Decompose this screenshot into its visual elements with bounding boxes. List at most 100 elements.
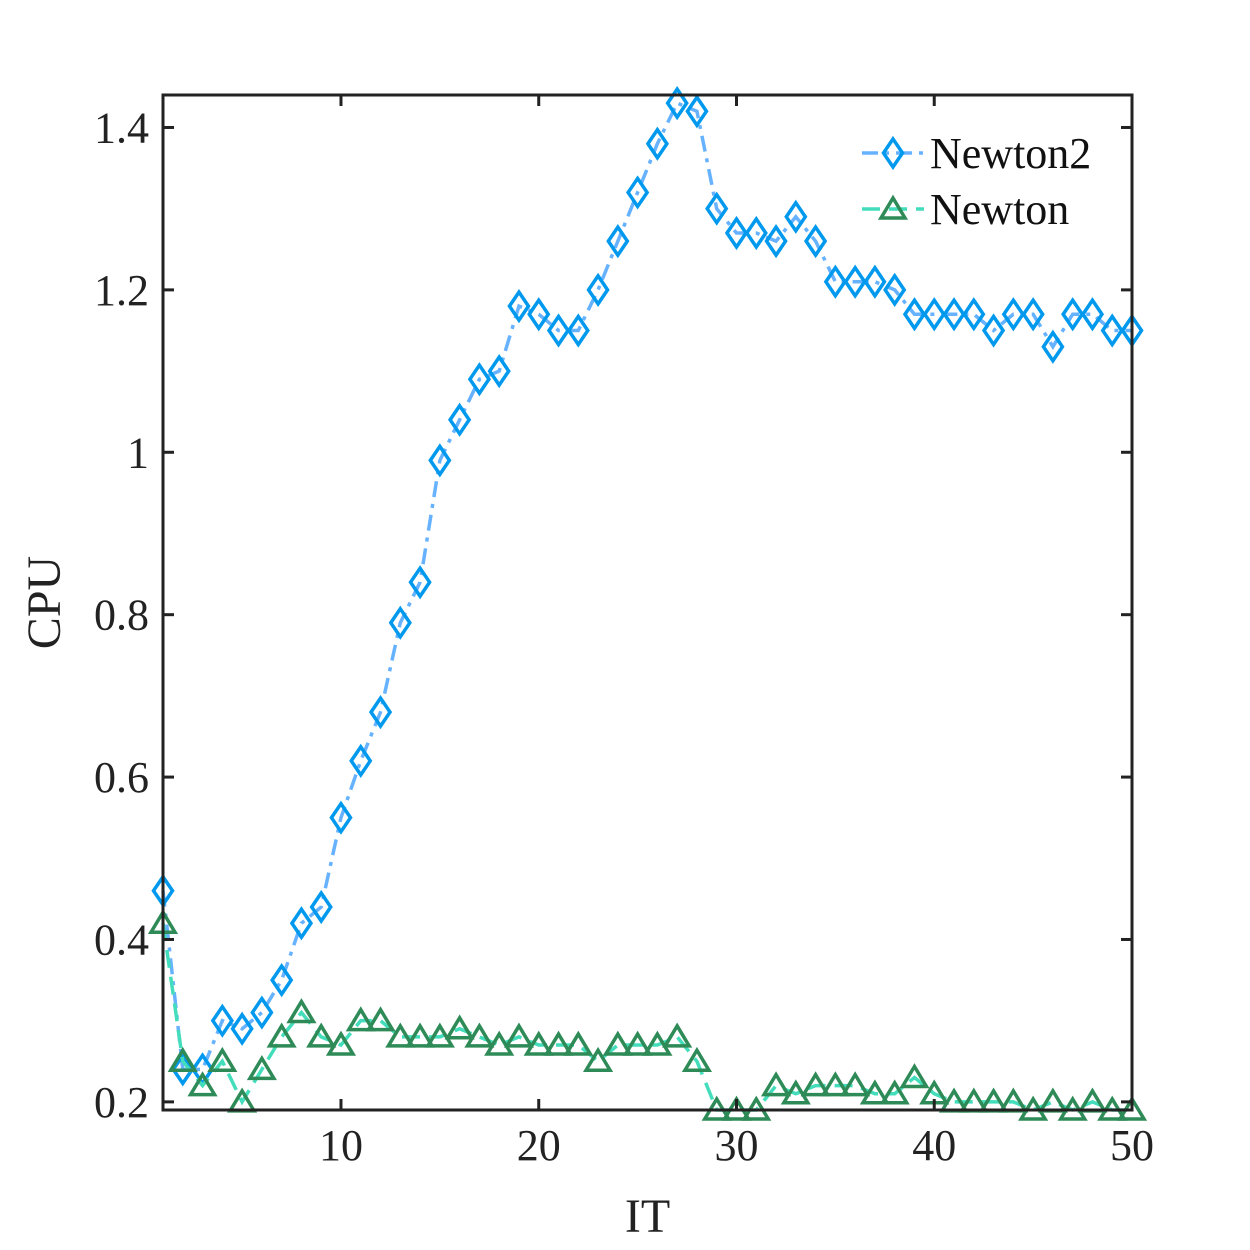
data-point [464, 1022, 495, 1048]
data-point [1100, 313, 1124, 348]
data-point [582, 1046, 614, 1073]
data-point [780, 1079, 811, 1105]
data-point [266, 1022, 297, 1048]
x-tick-label: 40 [912, 1121, 956, 1170]
x-tick-label: 30 [714, 1121, 758, 1170]
legend-entry: Newton [862, 185, 1069, 234]
data-point [981, 313, 1006, 348]
data-point [705, 191, 729, 226]
data-point [1080, 297, 1105, 332]
data-point [942, 297, 966, 332]
data-point [325, 1030, 357, 1056]
y-tick-label: 1 [127, 428, 149, 477]
data-point [1037, 1087, 1068, 1113]
data-point [484, 1030, 515, 1056]
data-point [187, 1071, 218, 1097]
data-point [843, 264, 867, 299]
y-tick-label: 0.6 [94, 753, 149, 802]
legend-marker [881, 135, 905, 171]
data-point [207, 1046, 238, 1073]
x-tick-label: 20 [517, 1121, 561, 1170]
legend-marker [877, 194, 909, 220]
data-point [286, 998, 317, 1024]
data-point [899, 1063, 930, 1089]
data-point [760, 1071, 792, 1097]
data-point [503, 1022, 535, 1048]
data-point [665, 86, 689, 121]
data-point [210, 1003, 234, 1038]
data-point [523, 1030, 554, 1056]
axes-box [161, 93, 1134, 1112]
data-point [685, 94, 709, 129]
data-point [543, 1030, 574, 1056]
data-point [365, 1006, 396, 1032]
data-point [424, 1022, 455, 1048]
data-point [962, 297, 986, 332]
data-point [428, 443, 452, 478]
data-point [883, 272, 907, 307]
data-point [527, 297, 551, 332]
data-point [270, 962, 294, 998]
data-point [368, 695, 393, 730]
data-point [349, 743, 373, 778]
data-point [566, 313, 590, 348]
data-point [800, 1071, 831, 1097]
data-point [642, 1030, 673, 1056]
data-point [724, 215, 749, 251]
data-point [230, 1011, 254, 1046]
data-point [902, 297, 927, 332]
data-point [306, 1022, 337, 1048]
y-tick-label: 0.2 [94, 1078, 149, 1127]
y-tick-label: 0.4 [94, 915, 149, 964]
data-point [859, 1079, 891, 1105]
data-point [645, 126, 670, 161]
data-point [602, 1030, 633, 1056]
data-point [388, 605, 412, 640]
data-point [764, 224, 788, 259]
x-tick-label: 10 [319, 1121, 363, 1170]
data-point [662, 1022, 693, 1048]
data-point [586, 272, 610, 307]
y-axis-label: CPU [18, 556, 71, 649]
series-newton [147, 908, 1148, 1121]
legend: Newton2 Newton [862, 129, 1091, 234]
x-axis-label: IT [625, 1190, 670, 1243]
data-point [1021, 297, 1045, 332]
data-point [840, 1071, 871, 1097]
y-tick-label: 1.4 [94, 103, 149, 152]
data-point [820, 1071, 851, 1097]
y-tick-label: 0.8 [94, 591, 149, 640]
data-point [681, 1046, 713, 1073]
data-point [467, 362, 492, 397]
data-point [863, 264, 887, 299]
data-point [448, 402, 472, 437]
data-point [1041, 329, 1065, 364]
x-tick-label: 50 [1110, 1121, 1154, 1170]
data-point [563, 1030, 594, 1056]
data-point [744, 215, 768, 251]
data-point [922, 297, 946, 332]
data-point [823, 264, 847, 299]
data-point [385, 1022, 416, 1048]
data-point [622, 1030, 653, 1056]
series-newton2 [151, 86, 1144, 1087]
data-point [879, 1079, 910, 1105]
data-point [444, 1014, 475, 1040]
data-point [250, 995, 274, 1030]
data-point [246, 1054, 277, 1081]
data-point [404, 1022, 436, 1048]
data-point [784, 199, 808, 234]
legend-label: Newton2 [930, 129, 1091, 178]
data-point [329, 800, 353, 835]
data-point [625, 175, 650, 210]
series-layer [147, 86, 1148, 1121]
data-point [1001, 297, 1025, 332]
data-point [606, 224, 630, 259]
data-point [1061, 297, 1085, 332]
legend-entry: Newton2 [862, 129, 1091, 178]
data-point [546, 313, 571, 348]
data-point [289, 906, 314, 941]
legend-label: Newton [930, 185, 1069, 234]
data-point [309, 889, 333, 925]
